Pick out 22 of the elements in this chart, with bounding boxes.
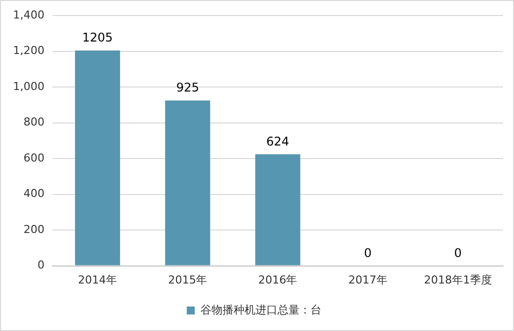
data-label: 1205 (82, 30, 113, 45)
x-tick-label: 2015年 (168, 273, 208, 286)
y-tick-label: 1,200 (12, 44, 44, 58)
legend-label: 谷物播种机进口总量：台 (200, 303, 322, 316)
data-label: 0 (454, 246, 462, 260)
data-label: 0 (364, 246, 372, 260)
y-tick-label: 200 (23, 222, 44, 236)
y-tick-label: 600 (23, 151, 44, 164)
bar (165, 100, 210, 266)
y-tick-label: 400 (23, 187, 44, 200)
data-label: 925 (176, 80, 200, 95)
x-tick-label: 2016年 (258, 273, 298, 286)
bar (255, 154, 300, 266)
y-tick-label: 1,000 (12, 80, 44, 93)
y-tick-label: 800 (23, 116, 44, 129)
x-tick-label: 2014年 (78, 273, 118, 286)
y-tick-label: 0 (37, 258, 44, 272)
y-tick-label: 1,400 (12, 8, 44, 22)
data-label: 624 (266, 134, 290, 148)
x-tick-label: 2018年1季度 (424, 273, 492, 286)
bar (75, 50, 120, 266)
x-tick-label: 2017年 (348, 273, 388, 286)
